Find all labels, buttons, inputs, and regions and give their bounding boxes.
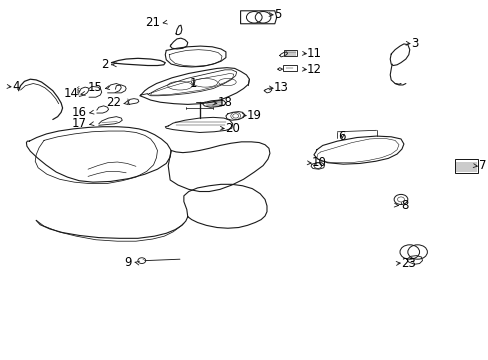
Text: 15: 15 [88,81,102,94]
Text: 6: 6 [338,130,346,143]
Text: 22: 22 [106,96,121,109]
Text: 18: 18 [217,96,232,109]
Text: 11: 11 [306,47,322,60]
Text: 17: 17 [72,117,87,130]
Bar [282,65,297,71]
Text: 20: 20 [224,122,239,135]
Text: 5: 5 [273,8,281,21]
Text: 8: 8 [400,199,407,212]
Text: 16: 16 [72,106,87,119]
Text: 10: 10 [311,156,326,169]
Text: 9: 9 [124,256,132,269]
Bar [207,102,222,106]
Text: 21: 21 [145,16,160,29]
Text: 12: 12 [306,63,322,76]
Text: 4: 4 [12,80,20,93]
Text: 3: 3 [410,37,417,50]
Text: 23: 23 [400,257,415,270]
Text: 19: 19 [246,109,262,122]
Bar [454,159,477,173]
Text: 13: 13 [273,81,288,94]
Text: 7: 7 [478,159,486,172]
Text: 2: 2 [101,58,108,71]
Bar [283,50,297,56]
Text: 14: 14 [63,87,78,100]
Text: 1: 1 [189,77,197,90]
